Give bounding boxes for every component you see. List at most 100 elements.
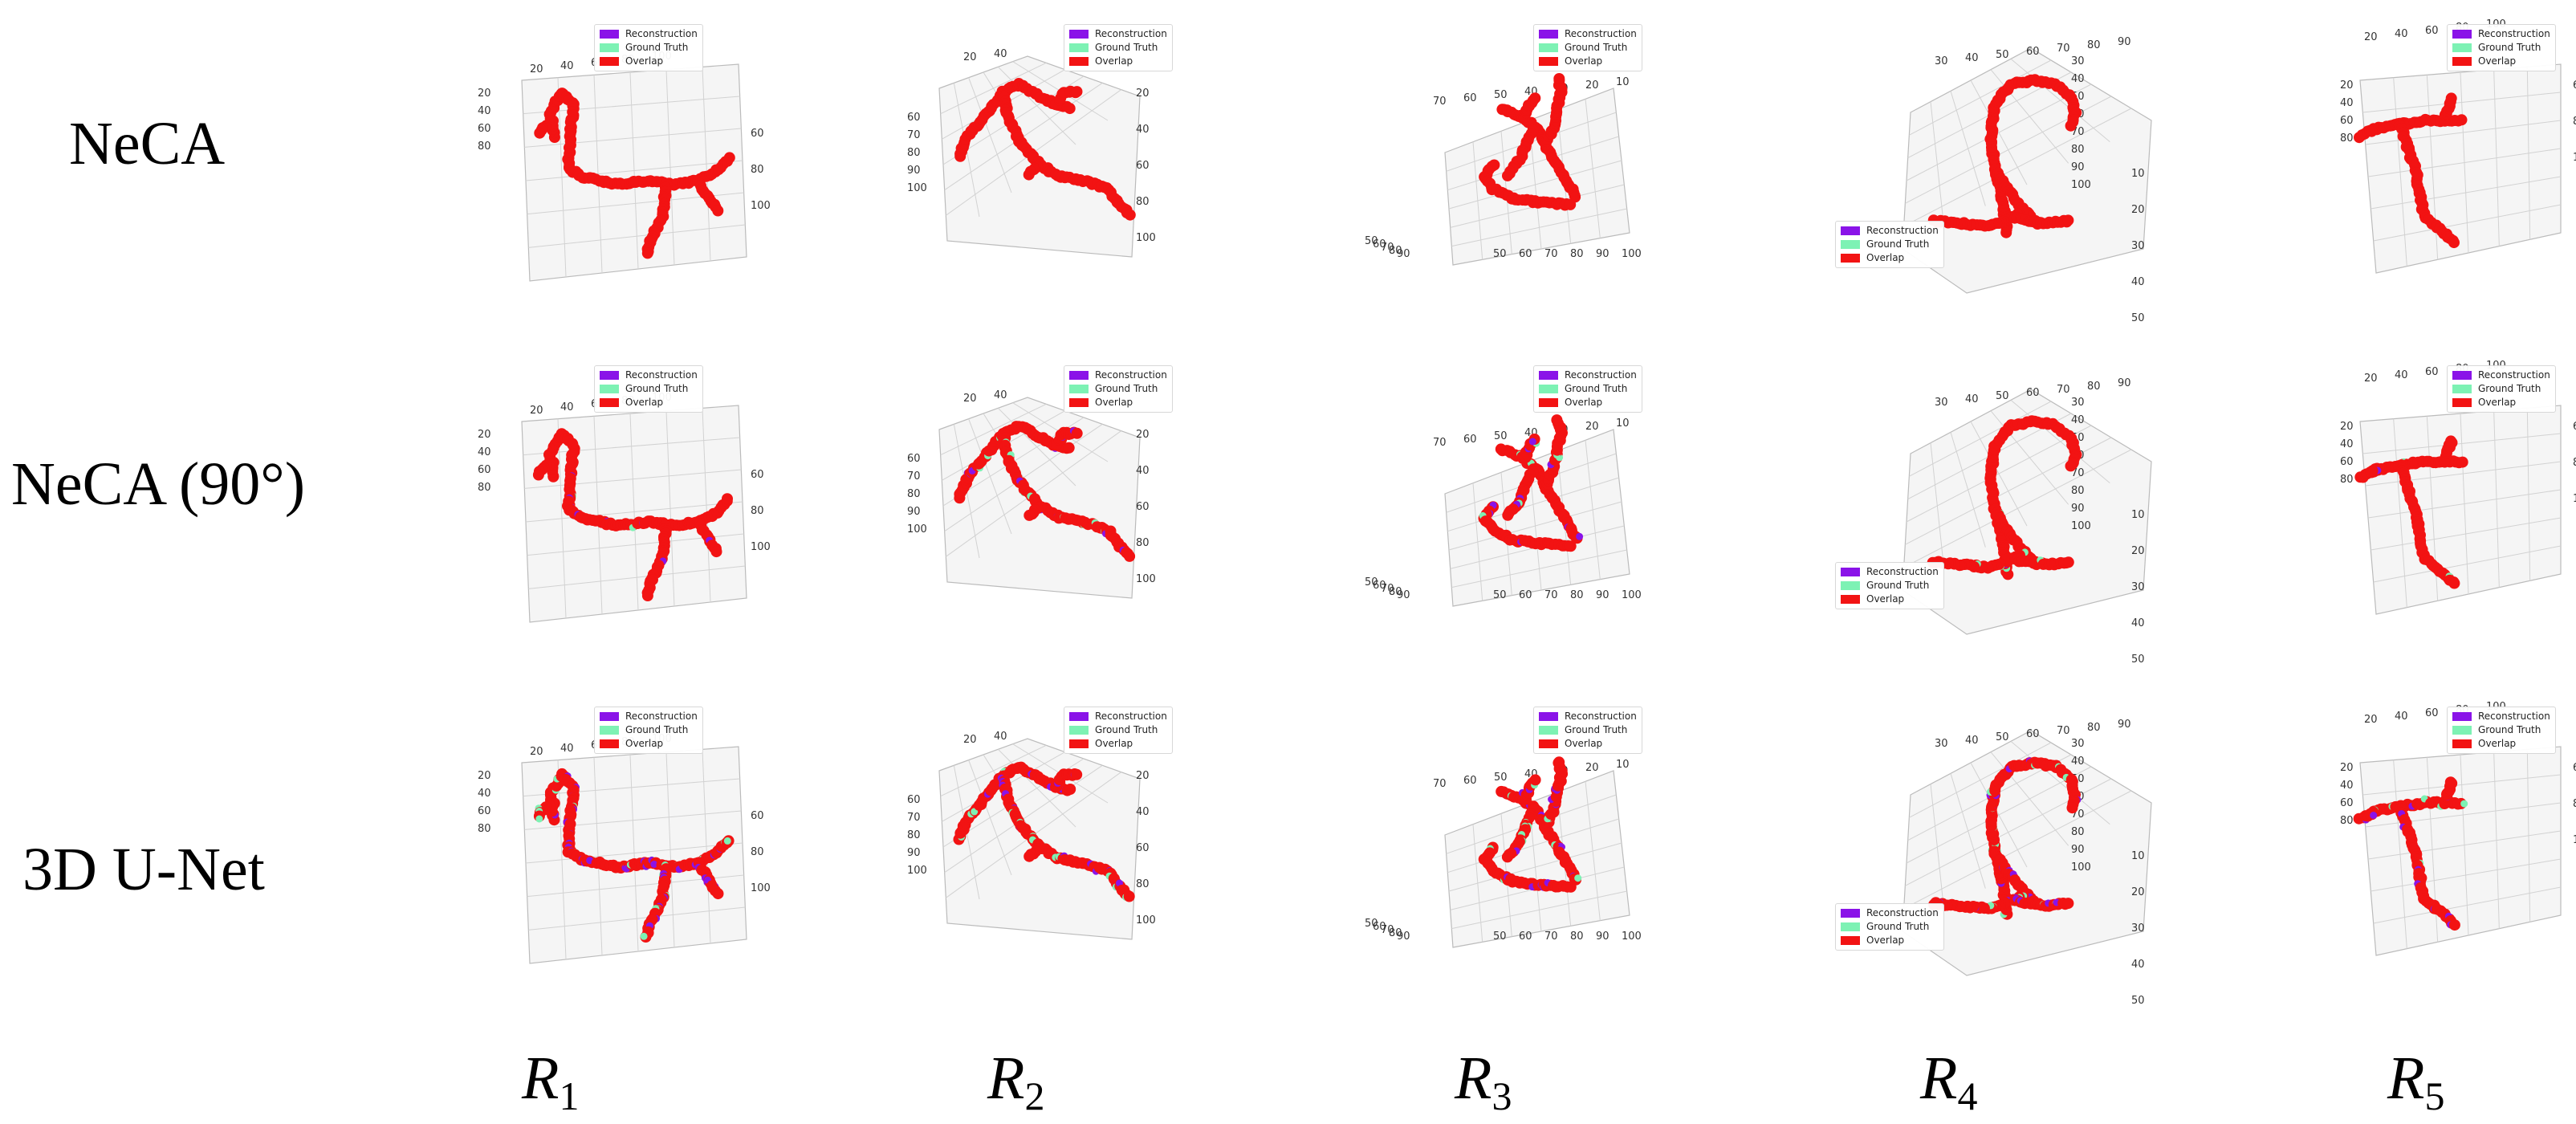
tick-label: 80	[2573, 457, 2576, 469]
voxel-reconstruction	[2370, 812, 2378, 819]
plot-3d-svg: 20 40 60 70 80 90 100 20 40 60 80 100	[907, 389, 1156, 599]
plot-panel-r2-c5: 20406080100204060806080100Reconstruction…	[2296, 357, 2576, 678]
voxel-overlap	[1565, 881, 1577, 893]
voxel-overlap	[2448, 577, 2460, 589]
tick-label: 80	[1570, 931, 1584, 943]
tick-label: 100	[751, 882, 771, 894]
legend-entry: Ground Truth	[1069, 723, 1167, 737]
tick-label: 70	[1544, 248, 1558, 260]
tick-label: 30	[1935, 738, 1948, 750]
vessel-voxels	[954, 421, 1136, 562]
tick-label: 100	[751, 541, 771, 553]
gridline	[2373, 204, 2562, 242]
tick-label: 40	[478, 788, 491, 800]
legend-swatch	[2452, 43, 2472, 52]
tick-label: 100	[1622, 248, 1642, 260]
tick-label: 60	[1136, 842, 1150, 854]
tick-label: 100	[2573, 834, 2576, 846]
tick-labels: 3040506070809030405060708090100102030405…	[1935, 36, 2145, 324]
tick-label: 40	[1136, 806, 1150, 818]
legend: Reconstruction Ground Truth Overlap	[2447, 365, 2556, 413]
voxel-overlap	[1023, 509, 1036, 521]
tick-labels: 20 40 60 70 80 90 100 20 40 60 80 100	[907, 389, 1156, 585]
voxel-overlap	[641, 590, 653, 601]
voxel-overlap	[1565, 540, 1577, 552]
voxel-overlap	[1124, 209, 1136, 221]
legend-entry: Reconstruction	[2452, 710, 2550, 723]
tick-label: 60	[2026, 728, 2040, 740]
plot-panel-r1-c1: 20406080100204060806080100Reconstruction…	[433, 16, 771, 337]
tick-label: 60	[2573, 762, 2576, 774]
tick-label: 60	[2425, 366, 2439, 378]
voxel-overlap	[2448, 919, 2460, 931]
tick-label: 60	[1519, 589, 1532, 601]
tick-label: 70	[1381, 924, 1394, 936]
legend-entry: Overlap	[1069, 55, 1167, 68]
plot-panel-r1-c2: 20 40 60 70 80 90 100 20 40 60 80 100 Reconstruction…	[899, 16, 1236, 337]
tick-label: 20	[478, 770, 491, 782]
legend-swatch	[1841, 240, 1860, 249]
tick-label: 10	[2131, 850, 2145, 862]
tick-label: 80	[2071, 826, 2085, 838]
tick-label: 40	[994, 389, 1007, 401]
tick-label: 10	[1616, 417, 1630, 430]
legend-label: Ground Truth	[2478, 383, 2541, 394]
tick-label: 20	[2131, 886, 2145, 898]
gridlines	[523, 408, 746, 619]
legend: Reconstruction Ground Truth Overlap	[2447, 707, 2556, 754]
legend-entry: Ground Truth	[600, 723, 698, 737]
legend-entry: Reconstruction	[1069, 27, 1167, 41]
legend-label: Overlap	[625, 55, 664, 67]
vessel-voxels	[2354, 435, 2468, 589]
tick-label: 90	[1596, 248, 1609, 260]
tick-label: 20	[530, 63, 543, 75]
plot-3d-svg: 20406080100204060806080100	[478, 392, 771, 623]
legend-label: Ground Truth	[1866, 580, 1930, 591]
tick-label: 80	[1570, 248, 1584, 260]
tick-label: 80	[2340, 815, 2354, 827]
voxel-reconstruction	[1528, 438, 1536, 446]
plot-3d-svg: 7060504030201050607080901009080706050	[1365, 73, 1642, 266]
tick-label: 80	[478, 140, 491, 153]
legend-swatch	[600, 57, 619, 66]
legend-swatch	[1069, 398, 1089, 407]
tick-label: 80	[478, 823, 491, 835]
voxel-overlap	[641, 247, 653, 259]
tick-label: 10	[2131, 509, 2145, 521]
plot-3d-svg: 3040506070809030405060708090100102030405…	[1902, 377, 2152, 666]
tick-label: 80	[2340, 132, 2354, 145]
legend: Reconstruction Ground Truth Overlap	[594, 24, 703, 71]
legend: Reconstruction Ground Truth Overlap	[1835, 903, 1944, 951]
tick-label: 60	[907, 794, 921, 806]
tick-label: 60	[2573, 79, 2576, 92]
legend-swatch	[2452, 30, 2472, 39]
tick-label: 90	[2118, 377, 2131, 389]
legend-label: Reconstruction	[2478, 711, 2550, 722]
voxel-overlap	[2444, 776, 2456, 788]
plot-3d-svg: 20406080100204060806080100	[2340, 701, 2576, 956]
legend-entry: Reconstruction	[1841, 224, 1939, 238]
plot-panel-r1-c3: 7060504030201050607080901009080706050Rec…	[1365, 16, 1702, 337]
legend-entry: Overlap	[1539, 737, 1637, 751]
tick-label: 90	[2118, 36, 2131, 48]
tick-label: 20	[1136, 429, 1150, 441]
legend-swatch	[1539, 57, 1558, 66]
voxel-overlap	[723, 152, 735, 164]
col-label-r2: R2	[987, 1045, 1045, 1118]
tick-label: 20	[1585, 79, 1599, 92]
legend: Reconstruction Ground Truth Overlap	[1533, 365, 1642, 413]
tick-label: 100	[1136, 232, 1156, 244]
legend-swatch	[1841, 595, 1860, 604]
voxel-overlap	[1064, 103, 1076, 115]
tick-label: 70	[2057, 384, 2070, 396]
tick-label: 60	[1519, 931, 1532, 943]
legend-swatch	[1539, 726, 1558, 735]
plot-panel-r1-c4: 3040506070809030405060708090100102030405…	[1830, 16, 2167, 337]
tick-label: 80	[2087, 39, 2101, 51]
tick-label: 90	[2071, 844, 2085, 856]
voxel-overlap	[1023, 169, 1035, 181]
voxel-ground-truth	[2460, 800, 2468, 808]
voxel-ground-truth	[535, 815, 543, 823]
tick-label: 90	[1596, 589, 1609, 601]
legend-swatch	[1841, 922, 1860, 931]
